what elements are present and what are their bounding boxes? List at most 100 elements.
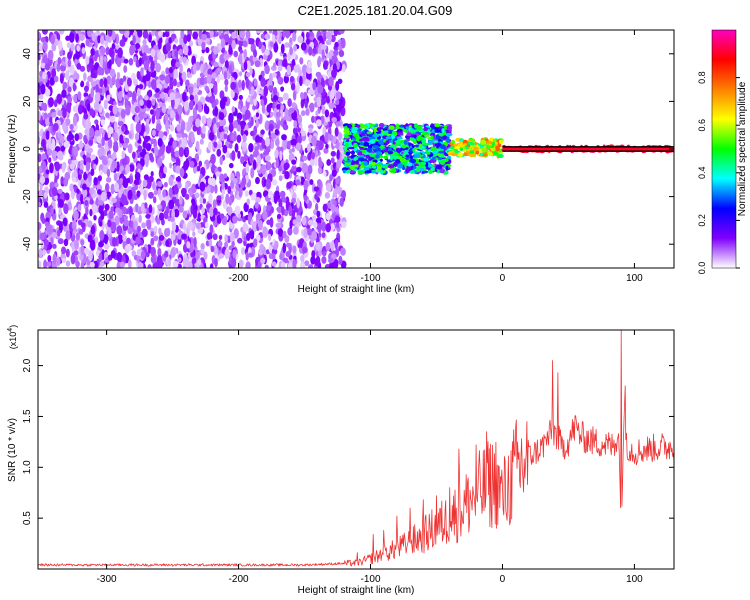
heatmap-cell <box>53 99 58 108</box>
heatmap-cell <box>77 91 82 101</box>
heatmap-cell <box>289 46 293 56</box>
y-tick-label: 20 <box>22 95 33 107</box>
heatmap-cell <box>265 178 272 190</box>
heatmap-cell <box>222 96 228 103</box>
heatmap-cell <box>252 221 258 233</box>
heatmap-cell <box>325 242 331 252</box>
heatmap-cell <box>331 169 337 177</box>
heatmap-cell <box>411 123 416 129</box>
heatmap-cell <box>222 144 228 154</box>
heatmap-cell <box>260 30 264 33</box>
heatmap-cell <box>213 141 218 148</box>
heatmap-cell <box>209 30 214 38</box>
heatmap-cell <box>320 115 325 125</box>
heatmap-cell <box>334 216 341 223</box>
heatmap-cell <box>100 115 106 121</box>
heatmap-cell <box>84 128 90 136</box>
y-tick-label: 0 <box>22 146 33 152</box>
heatmap-cell <box>254 60 261 68</box>
heatmap-cell <box>172 260 179 268</box>
heatmap-cell <box>132 35 136 45</box>
heatmap-cell <box>85 119 89 130</box>
heatmap-cell <box>287 42 292 48</box>
heatmap-cell <box>307 228 312 236</box>
heatmap-cell <box>208 95 215 104</box>
heatmap-cell <box>432 150 439 155</box>
heatmap-cell <box>103 242 110 250</box>
heatmap-cell <box>83 113 89 120</box>
heatmap-cell <box>237 79 242 88</box>
heatmap-cell <box>265 136 271 147</box>
heatmap-cell <box>197 165 201 172</box>
heatmap-cell <box>438 156 442 161</box>
heatmap-cell <box>247 214 252 224</box>
heatmap-cell <box>250 86 255 96</box>
heatmap-cell <box>439 167 445 174</box>
heatmap-cell <box>68 133 75 141</box>
heatmap-cell <box>54 162 61 172</box>
heatmap-cell <box>158 212 165 221</box>
heatmap-cell <box>113 172 118 182</box>
heatmap-cell <box>463 143 467 146</box>
heatmap-cell <box>450 152 458 157</box>
heatmap-cell <box>218 253 225 259</box>
heatmap-cell <box>458 143 465 148</box>
heatmap-cell <box>324 131 329 143</box>
heatmap-cell <box>146 99 152 109</box>
heatmap-cell <box>78 169 84 175</box>
snr-xlabel: Height of straight line (km) <box>298 585 415 596</box>
heatmap-cell <box>466 148 471 152</box>
heatmap-cell <box>40 240 45 249</box>
heatmap-cell <box>55 257 61 266</box>
heatmap-cell <box>292 219 298 225</box>
heatmap-cell <box>422 157 430 162</box>
heatmap-cell <box>186 241 191 249</box>
heatmap-cell <box>288 107 295 114</box>
heatmap-cell <box>237 237 243 244</box>
heatmap-cell <box>142 30 149 39</box>
heatmap-cell <box>274 240 279 250</box>
heatmap-cell <box>135 122 142 133</box>
heatmap-cell <box>143 44 149 54</box>
heatmap-cell <box>89 234 93 245</box>
heatmap-cell <box>296 166 302 173</box>
heatmap-cell <box>419 167 425 172</box>
heatmap-cell <box>188 100 194 111</box>
heatmap-cell <box>313 209 318 216</box>
colorbar-tick-label: 0.4 <box>697 167 707 180</box>
heatmap-cell <box>145 142 152 152</box>
heatmap-cell <box>362 141 370 147</box>
heatmap-cell <box>164 75 170 85</box>
heatmap-cell <box>157 137 163 147</box>
heatmap-cell <box>179 77 183 87</box>
heatmap-cell <box>371 165 377 169</box>
heatmap-cell <box>169 109 175 119</box>
heatmap-cell <box>159 53 166 63</box>
heatmap-cell <box>248 142 254 153</box>
heatmap-cell <box>410 128 415 134</box>
heatmap-cell <box>57 57 62 65</box>
heatmap-cell <box>311 135 317 146</box>
heatmap-cell <box>199 76 206 86</box>
heatmap-cell <box>446 125 453 131</box>
heatmap-cell <box>38 135 41 145</box>
heatmap-cell <box>182 256 189 268</box>
heatmap-cell <box>408 142 412 146</box>
heatmap-cell <box>150 170 154 177</box>
heatmap-cell <box>137 261 142 268</box>
heatmap-cell <box>423 126 429 131</box>
heatmap-cell <box>359 142 364 146</box>
heatmap-cell <box>484 138 489 142</box>
colorbar: 0.00.20.40.60.8 Normalized spectral ampl… <box>697 29 748 274</box>
heatmap-cell <box>275 124 280 130</box>
heatmap-cell <box>125 105 131 116</box>
heatmap-cell <box>196 126 200 136</box>
heatmap-cell <box>234 143 239 153</box>
x-tick-label: -300 <box>97 273 117 284</box>
heatmap-cell <box>249 67 253 76</box>
heatmap-cell <box>80 222 86 228</box>
heatmap-cell <box>99 55 104 67</box>
heatmap-cell <box>69 123 74 130</box>
heatmap-cell <box>277 76 284 85</box>
heatmap-cell <box>422 146 426 151</box>
